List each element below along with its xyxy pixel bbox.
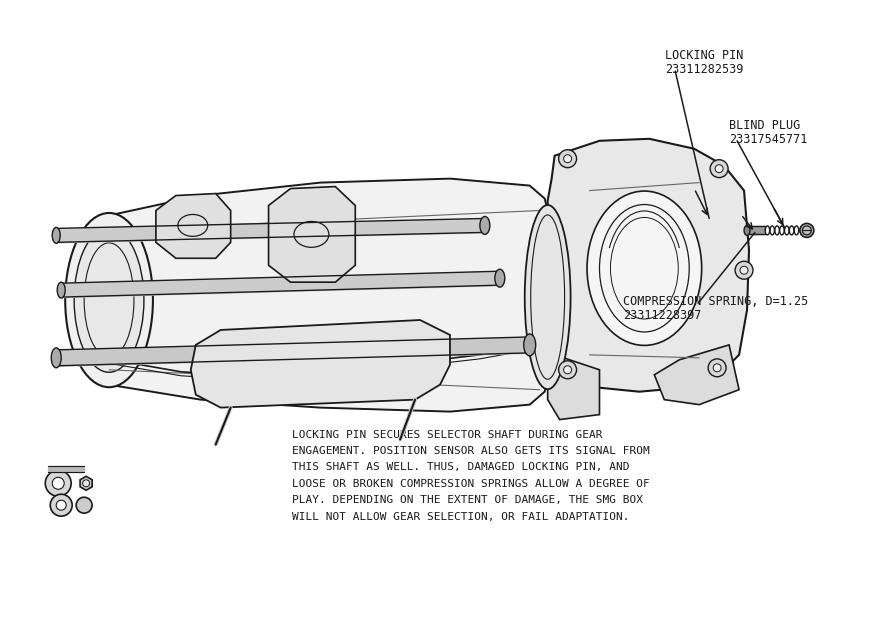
Ellipse shape <box>525 205 571 389</box>
Circle shape <box>564 366 572 374</box>
Ellipse shape <box>74 228 144 372</box>
Ellipse shape <box>744 225 750 236</box>
Circle shape <box>83 480 90 487</box>
Circle shape <box>56 500 66 510</box>
Text: LOCKING PIN SECURES SELECTOR SHAFT DURING GEAR: LOCKING PIN SECURES SELECTOR SHAFT DURIN… <box>292 429 603 440</box>
Text: LOCKING PIN: LOCKING PIN <box>665 49 744 62</box>
Circle shape <box>715 165 723 173</box>
Text: BLIND PLUG: BLIND PLUG <box>729 119 800 132</box>
Ellipse shape <box>65 213 153 387</box>
Circle shape <box>708 359 726 377</box>
Polygon shape <box>269 187 355 282</box>
Ellipse shape <box>52 227 60 243</box>
Circle shape <box>50 494 72 516</box>
Text: PLAY. DEPENDING ON THE EXTENT OF DAMAGE, THE SMG BOX: PLAY. DEPENDING ON THE EXTENT OF DAMAGE,… <box>292 495 643 505</box>
Circle shape <box>710 160 728 178</box>
Polygon shape <box>191 320 450 408</box>
Circle shape <box>713 364 722 372</box>
Ellipse shape <box>57 282 65 298</box>
Text: 23317545771: 23317545771 <box>729 133 808 146</box>
Text: ENGAGEMENT. POSITION SENSOR ALSO GETS ITS SIGNAL FROM: ENGAGEMENT. POSITION SENSOR ALSO GETS IT… <box>292 446 650 456</box>
Text: COMPRESSION SPRING, D=1.25: COMPRESSION SPRING, D=1.25 <box>624 295 809 308</box>
Ellipse shape <box>51 348 61 368</box>
Circle shape <box>52 477 64 489</box>
Circle shape <box>564 155 572 162</box>
Ellipse shape <box>800 223 814 238</box>
Polygon shape <box>80 476 93 490</box>
Ellipse shape <box>523 334 536 356</box>
Circle shape <box>45 471 71 496</box>
Circle shape <box>740 266 748 274</box>
Text: LOOSE OR BROKEN COMPRESSION SPRINGS ALLOW A DEGREE OF: LOOSE OR BROKEN COMPRESSION SPRINGS ALLO… <box>292 479 650 489</box>
Ellipse shape <box>587 191 701 345</box>
Polygon shape <box>655 345 739 404</box>
Polygon shape <box>109 178 548 412</box>
Polygon shape <box>548 139 749 392</box>
Circle shape <box>76 498 93 513</box>
Text: 23311228397: 23311228397 <box>624 309 702 322</box>
Text: 23311282539: 23311282539 <box>665 63 744 76</box>
Polygon shape <box>156 193 231 258</box>
Ellipse shape <box>480 216 490 234</box>
Text: THIS SHAFT AS WELL. THUS, DAMAGED LOCKING PIN, AND: THIS SHAFT AS WELL. THUS, DAMAGED LOCKIN… <box>292 462 630 473</box>
Circle shape <box>735 261 753 279</box>
Polygon shape <box>548 355 599 420</box>
Circle shape <box>559 361 576 379</box>
Text: WILL NOT ALLOW GEAR SELECTION, OR FAIL ADAPTATION.: WILL NOT ALLOW GEAR SELECTION, OR FAIL A… <box>292 512 630 522</box>
Ellipse shape <box>495 269 505 287</box>
Circle shape <box>559 150 576 168</box>
